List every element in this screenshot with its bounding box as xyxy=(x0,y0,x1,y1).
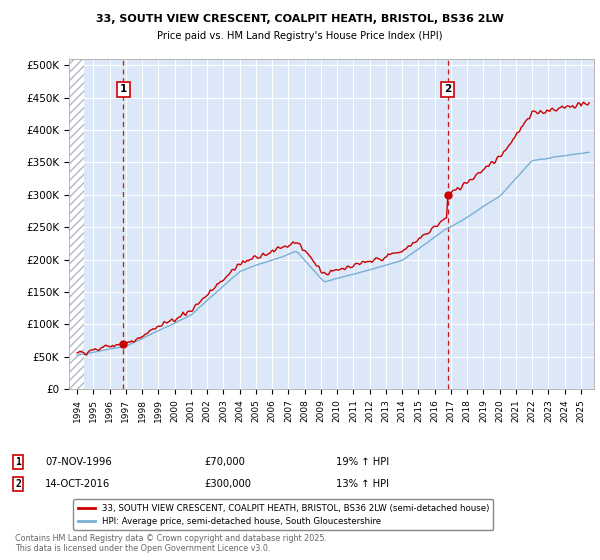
Text: 07-NOV-1996: 07-NOV-1996 xyxy=(45,457,112,467)
Text: 1: 1 xyxy=(15,457,21,467)
Text: 2: 2 xyxy=(444,84,451,94)
Text: 1: 1 xyxy=(120,84,127,94)
Text: 2: 2 xyxy=(15,479,21,489)
Text: 13% ↑ HPI: 13% ↑ HPI xyxy=(336,479,389,489)
Bar xyxy=(69,59,83,389)
Text: £300,000: £300,000 xyxy=(204,479,251,489)
Legend: 33, SOUTH VIEW CRESCENT, COALPIT HEATH, BRISTOL, BS36 2LW (semi-detached house),: 33, SOUTH VIEW CRESCENT, COALPIT HEATH, … xyxy=(73,499,493,530)
Text: Price paid vs. HM Land Registry's House Price Index (HPI): Price paid vs. HM Land Registry's House … xyxy=(157,31,443,41)
Text: Contains HM Land Registry data © Crown copyright and database right 2025.
This d: Contains HM Land Registry data © Crown c… xyxy=(15,534,327,553)
Text: 33, SOUTH VIEW CRESCENT, COALPIT HEATH, BRISTOL, BS36 2LW: 33, SOUTH VIEW CRESCENT, COALPIT HEATH, … xyxy=(96,14,504,24)
Text: 14-OCT-2016: 14-OCT-2016 xyxy=(45,479,110,489)
Text: £70,000: £70,000 xyxy=(204,457,245,467)
Text: 19% ↑ HPI: 19% ↑ HPI xyxy=(336,457,389,467)
